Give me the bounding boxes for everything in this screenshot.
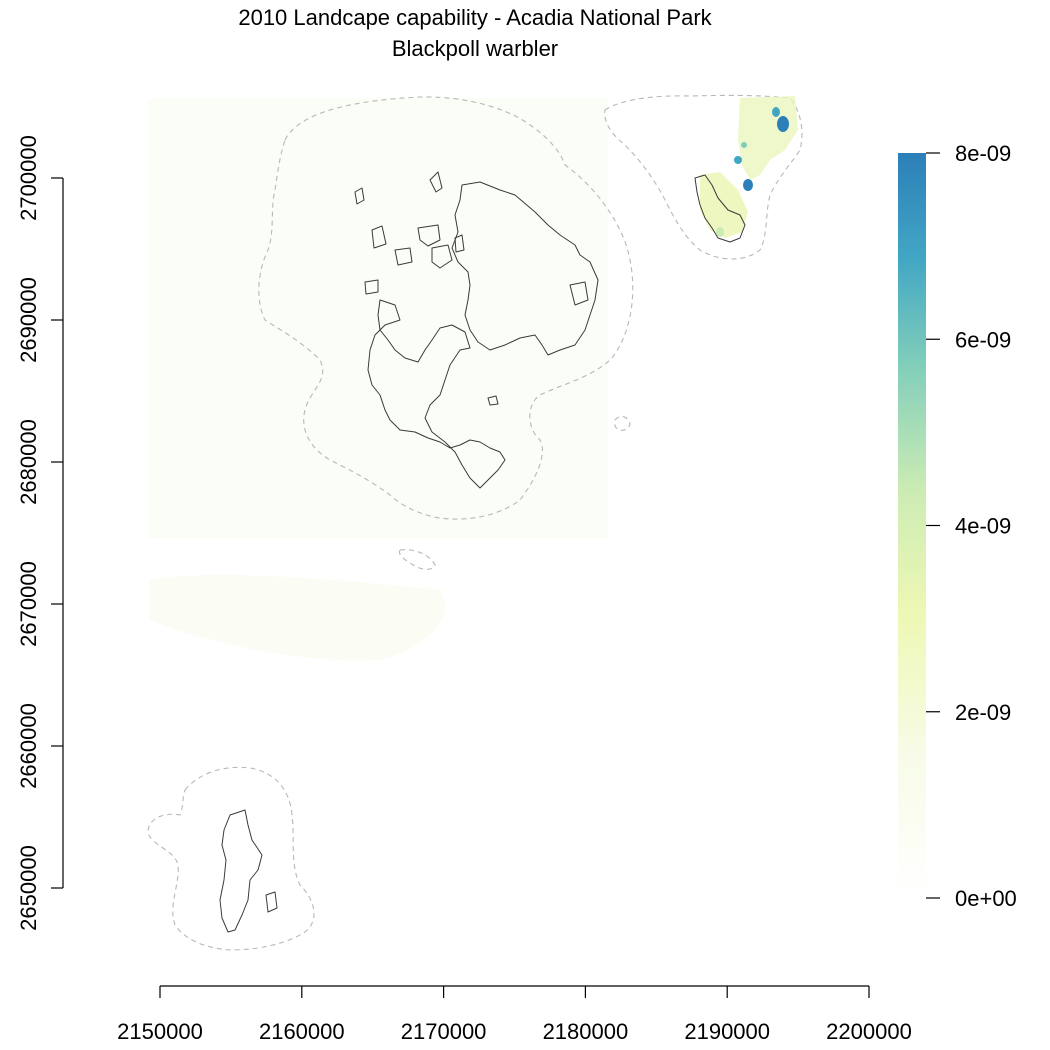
- y-tick-label: 2700000: [16, 135, 41, 221]
- map-subtitle: Blackpoll warbler: [392, 36, 558, 61]
- buffer-outline-schoodic: [604, 94, 803, 260]
- legend-tick-label: 4e-09: [955, 514, 1011, 539]
- buffer-outline-mount-desert: [258, 96, 634, 520]
- legend-colorbar: [898, 153, 926, 898]
- park-boundary-isle-au-haut: [219, 809, 263, 933]
- x-tick-label: 2160000: [259, 1019, 345, 1044]
- y-axis: 2650000 2660000 2670000 2680000 2690000 27000…: [16, 135, 64, 931]
- buffer-outline-bar-island: [614, 415, 631, 431]
- park-boundary-schoodic: [694, 174, 746, 243]
- x-tick-label: 2150000: [117, 1019, 203, 1044]
- park-boundary-parcel-6: [394, 247, 413, 266]
- legend-tick-label: 2e-09: [955, 700, 1011, 725]
- x-tick-label: 2180000: [543, 1019, 629, 1044]
- raster-background: [148, 98, 608, 661]
- x-tick-label: 2170000: [401, 1019, 487, 1044]
- park-boundary-parcel-3: [417, 224, 441, 247]
- buffer-outline-isle-au-haut: [147, 766, 315, 951]
- y-tick-label: 2690000: [16, 277, 41, 363]
- park-boundary-parcel-8: [454, 234, 465, 253]
- y-tick-label: 2650000: [16, 845, 41, 931]
- x-tick-label: 2190000: [684, 1019, 770, 1044]
- legend-tick-label: 6e-09: [955, 327, 1011, 352]
- legend: 0e+00 2e-09 4e-09 6e-09 8e-09: [898, 141, 1017, 911]
- buffer-outline-small-island: [398, 549, 436, 570]
- y-tick-label: 2660000: [16, 703, 41, 789]
- y-tick-label: 2670000: [16, 561, 41, 647]
- schoodic-capability-raster: [700, 96, 798, 238]
- park-boundary-parcel-10: [487, 395, 499, 406]
- park-boundary-parcel-4: [431, 244, 453, 269]
- park-boundary-parcel-2: [354, 187, 365, 205]
- legend-tick-label: 8e-09: [955, 141, 1011, 166]
- park-boundary-mount-desert: [451, 181, 599, 356]
- map-title: 2010 Landcape capability - Acadia Nation…: [238, 5, 712, 30]
- x-tick-label: 2200000: [826, 1019, 912, 1044]
- park-boundary-isle-au-haut-parcel: [265, 891, 278, 913]
- park-boundary-parcel-7: [364, 279, 379, 295]
- y-tick-label: 2680000: [16, 419, 41, 505]
- legend-tick-label: 0e+00: [955, 886, 1017, 911]
- park-boundary-parcel-1: [429, 171, 443, 193]
- park-boundary-west: [367, 299, 506, 489]
- x-axis: 2150000 2160000 2170000 2180000 2190000 22000…: [117, 985, 912, 1044]
- park-boundary-parcel-9: [569, 281, 589, 306]
- park-boundary-parcel-5: [371, 225, 387, 249]
